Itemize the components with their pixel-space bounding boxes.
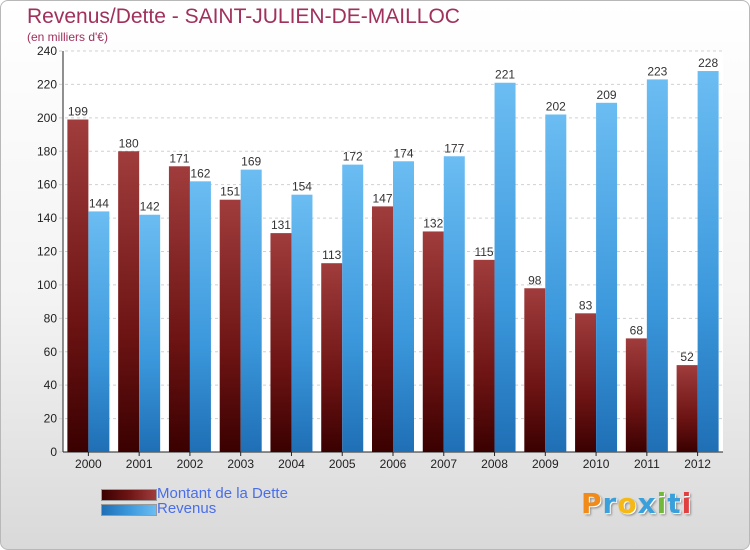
x-tick-label: 2000 — [75, 457, 102, 471]
data-label-dette: 199 — [68, 105, 88, 119]
data-label-revenus: 174 — [393, 146, 413, 160]
legend-swatch-dette — [101, 489, 157, 501]
bar-revenus — [88, 211, 110, 452]
data-label-dette: 171 — [169, 151, 189, 165]
legend-label-revenus: Revenus — [157, 500, 217, 517]
y-tick-label: 20 — [44, 412, 58, 426]
data-label-dette: 132 — [423, 216, 443, 230]
data-label-revenus: 169 — [241, 155, 261, 169]
bar-revenus — [646, 79, 668, 452]
data-label-dette: 68 — [630, 323, 644, 337]
y-tick-label: 220 — [37, 77, 57, 91]
x-tick-label: 2003 — [227, 457, 254, 471]
bar-revenus — [697, 71, 719, 453]
bar-revenus — [189, 181, 211, 452]
y-tick-label: 80 — [44, 311, 58, 325]
bar-dette — [372, 206, 393, 452]
bar-revenus — [139, 214, 161, 452]
bar-dette — [422, 231, 444, 452]
bar-revenus — [545, 114, 567, 452]
data-label-revenus: 162 — [190, 166, 210, 180]
y-tick-label: 100 — [37, 278, 57, 292]
x-tick-label: 2007 — [430, 457, 457, 471]
bar-revenus — [443, 156, 465, 452]
data-label-revenus: 177 — [444, 141, 464, 155]
x-tick-label: 2010 — [583, 457, 610, 471]
data-label-revenus: 223 — [647, 64, 667, 78]
bar-dette — [524, 288, 546, 452]
bar-dette — [625, 338, 647, 452]
data-label-dette: 98 — [528, 273, 542, 287]
data-label-dette: 115 — [474, 245, 493, 259]
y-tick-label: 200 — [37, 111, 57, 125]
bar-revenus — [342, 164, 364, 452]
bar-dette — [676, 365, 698, 452]
data-label-dette: 151 — [220, 185, 240, 199]
data-label-revenus: 209 — [597, 88, 617, 102]
data-label-dette: 131 — [271, 218, 291, 232]
legend-label-dette: Montant de la Dette — [157, 485, 288, 502]
data-label-revenus: 228 — [698, 56, 718, 70]
data-label-dette: 52 — [680, 350, 694, 364]
data-label-revenus: 221 — [495, 68, 515, 82]
y-tick-label: 180 — [37, 144, 57, 158]
y-tick-label: 160 — [37, 178, 57, 192]
y-tick-label: 60 — [44, 345, 58, 359]
data-label-revenus: 142 — [140, 200, 160, 214]
data-label-revenus: 144 — [89, 196, 109, 210]
y-tick-label: 240 — [37, 44, 57, 58]
x-tick-label: 2001 — [126, 457, 153, 471]
x-tick-label: 2005 — [329, 457, 356, 471]
y-tick-label: 120 — [37, 245, 57, 259]
bar-dette — [575, 313, 597, 452]
bar-dette — [321, 263, 343, 452]
data-label-revenus: 202 — [546, 99, 566, 113]
bar-dette — [473, 259, 495, 452]
bar-revenus — [596, 102, 618, 452]
data-label-dette: 83 — [579, 298, 593, 312]
data-label-dette: 147 — [372, 191, 392, 205]
data-label-revenus: 172 — [343, 150, 363, 164]
bar-revenus — [393, 161, 414, 452]
x-tick-label: 2006 — [380, 457, 407, 471]
chart-subtitle: (en milliers d'€) — [27, 30, 108, 44]
chart-title: Revenus/Dette - SAINT-JULIEN-DE-MAILLOC — [27, 5, 460, 28]
data-label-revenus: 154 — [292, 180, 312, 194]
data-label-dette: 113 — [322, 248, 341, 262]
y-tick-label: 0 — [50, 445, 57, 459]
data-label-dette: 180 — [119, 136, 139, 150]
x-tick-label: 2009 — [532, 457, 559, 471]
x-tick-label: 2004 — [278, 457, 305, 471]
x-tick-label: 2012 — [684, 457, 711, 471]
bar-dette — [67, 119, 89, 453]
bar-revenus — [240, 169, 262, 453]
x-tick-label: 2002 — [177, 457, 204, 471]
bar-dette — [168, 166, 190, 452]
bar-dette — [118, 151, 140, 452]
legend-swatch-revenus — [101, 504, 157, 516]
proxiti-logo: Proxiti — [581, 487, 693, 520]
bar-dette — [270, 233, 292, 452]
bar-revenus — [291, 194, 313, 453]
y-tick-label: 40 — [44, 378, 58, 392]
x-tick-label: 2008 — [481, 457, 508, 471]
bar-revenus — [494, 82, 516, 452]
bar-dette — [219, 199, 241, 452]
y-tick-label: 140 — [37, 211, 57, 225]
x-tick-label: 2011 — [634, 457, 660, 471]
